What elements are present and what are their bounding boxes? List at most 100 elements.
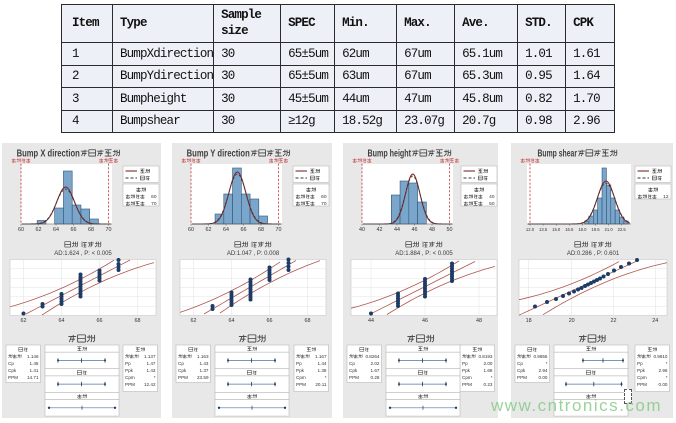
svg-text:48: 48 xyxy=(476,318,482,324)
svg-text:*: * xyxy=(325,375,327,380)
svg-text:68: 68 xyxy=(135,318,141,324)
svg-text:64: 64 xyxy=(53,227,59,233)
svg-text:PPM: PPM xyxy=(349,375,359,380)
svg-text:68: 68 xyxy=(88,227,94,233)
svg-text:0.28: 0.28 xyxy=(371,375,380,380)
svg-text:22: 22 xyxy=(611,318,617,324)
svg-text:15.0: 15.0 xyxy=(552,227,561,232)
svg-text:1.43: 1.43 xyxy=(147,368,156,373)
svg-text:0.00: 0.00 xyxy=(539,375,548,380)
svg-text:Ppk: Ppk xyxy=(125,368,134,373)
svg-text:2.02: 2.02 xyxy=(371,361,380,366)
svg-text:PPM: PPM xyxy=(462,382,472,387)
svg-text:Cpm: Cpm xyxy=(125,375,135,380)
svg-text:44: 44 xyxy=(394,227,400,233)
svg-text:62: 62 xyxy=(191,318,197,324)
svg-text:40: 40 xyxy=(359,227,365,233)
svg-text:42: 42 xyxy=(377,227,383,233)
svg-text:1.47: 1.47 xyxy=(147,361,156,366)
svg-text:68: 68 xyxy=(258,227,264,233)
svg-text:66: 66 xyxy=(97,318,103,324)
svg-text:48: 48 xyxy=(429,227,435,233)
svg-text:18.0: 18.0 xyxy=(578,227,587,232)
svg-text:1.37: 1.37 xyxy=(200,368,209,373)
svg-text:PPM: PPM xyxy=(517,375,527,380)
svg-text:64: 64 xyxy=(59,318,65,324)
svg-text:1.44: 1.44 xyxy=(318,361,327,366)
svg-text:23.59: 23.59 xyxy=(197,375,209,380)
svg-text:*: * xyxy=(666,375,668,380)
svg-text:0.9855: 0.9855 xyxy=(533,354,547,359)
svg-text:62: 62 xyxy=(36,227,42,233)
svg-text:21.0: 21.0 xyxy=(605,227,614,232)
svg-text:0.23: 0.23 xyxy=(484,382,493,387)
svg-text:1.167: 1.167 xyxy=(315,354,327,359)
svg-text:0.00: 0.00 xyxy=(659,382,668,387)
svg-text:12.0: 12.0 xyxy=(526,227,535,232)
svg-text:60: 60 xyxy=(321,194,327,200)
svg-text:2.96: 2.96 xyxy=(659,368,668,373)
svg-text:60: 60 xyxy=(151,194,157,200)
svg-text:44: 44 xyxy=(368,318,374,324)
svg-text:40: 40 xyxy=(489,194,495,200)
svg-text:66: 66 xyxy=(71,227,77,233)
svg-text:19.5: 19.5 xyxy=(591,227,600,232)
svg-text:46: 46 xyxy=(412,227,418,233)
svg-text:22.5: 22.5 xyxy=(618,227,627,232)
svg-text:50: 50 xyxy=(489,201,495,207)
svg-text:64: 64 xyxy=(223,227,229,233)
svg-text:1.41: 1.41 xyxy=(30,368,39,373)
svg-text:70: 70 xyxy=(106,227,112,233)
svg-text:Cpk: Cpk xyxy=(178,368,187,373)
svg-text:0.8193: 0.8193 xyxy=(478,354,492,359)
svg-text:*: * xyxy=(491,375,493,380)
svg-text:Ppk: Ppk xyxy=(637,368,646,373)
svg-text:20: 20 xyxy=(569,318,575,324)
svg-text:62: 62 xyxy=(21,318,27,324)
svg-text:AD:1.884 , P: < 0.005: AD:1.884 , P: < 0.005 xyxy=(395,251,453,257)
svg-text:Cpm: Cpm xyxy=(637,375,647,380)
svg-text:24: 24 xyxy=(652,318,658,324)
svg-text:62: 62 xyxy=(206,227,212,233)
svg-text:60: 60 xyxy=(18,227,24,233)
svg-text:14.71: 14.71 xyxy=(27,375,39,380)
svg-text:PPM: PPM xyxy=(178,375,188,380)
svg-text:2.94: 2.94 xyxy=(539,368,548,373)
svg-text:AD:1.047 , P: 0.008: AD:1.047 , P: 0.008 xyxy=(227,251,280,257)
svg-text:Cpk: Cpk xyxy=(8,368,17,373)
svg-text:64: 64 xyxy=(229,318,235,324)
svg-text:68: 68 xyxy=(305,318,311,324)
svg-text:1.137: 1.137 xyxy=(144,354,156,359)
svg-text:Cpm: Cpm xyxy=(462,375,472,380)
svg-text:Cpk: Cpk xyxy=(517,368,526,373)
svg-text:1.67: 1.67 xyxy=(371,368,380,373)
svg-text:Bump X direction: Bump X direction xyxy=(17,148,80,159)
svg-text:Pp: Pp xyxy=(125,361,131,366)
svg-text:*: * xyxy=(546,361,548,366)
svg-text:1.38: 1.38 xyxy=(318,368,327,373)
svg-text:18: 18 xyxy=(526,318,532,324)
svg-text:Cp: Cp xyxy=(349,361,355,366)
svg-text:0.9810: 0.9810 xyxy=(653,354,667,359)
svg-text:Pp: Pp xyxy=(462,361,468,366)
svg-text:PPM: PPM xyxy=(125,382,135,387)
svg-text:20.11: 20.11 xyxy=(315,382,327,387)
svg-text:1.68: 1.68 xyxy=(484,368,493,373)
svg-text:1.45: 1.45 xyxy=(30,361,39,366)
svg-text:Cp: Cp xyxy=(178,361,184,366)
svg-text:Bump Y direction: Bump Y direction xyxy=(187,148,250,159)
svg-text:1.43: 1.43 xyxy=(200,361,209,366)
svg-text:Bump height: Bump height xyxy=(368,148,412,159)
svg-text:66: 66 xyxy=(241,227,247,233)
svg-text:Bump shear: Bump shear xyxy=(538,148,578,159)
svg-text:AD:0.286 , P: 0.601: AD:0.286 , P: 0.601 xyxy=(567,251,620,257)
svg-text:PPM: PPM xyxy=(8,375,18,380)
svg-text:Pp: Pp xyxy=(296,361,302,366)
svg-text:60: 60 xyxy=(188,227,194,233)
svg-text:12.42: 12.42 xyxy=(144,382,156,387)
svg-text:66: 66 xyxy=(267,318,273,324)
svg-text:Ppk: Ppk xyxy=(462,368,471,373)
svg-text:Cp: Cp xyxy=(8,361,14,366)
svg-text:2.00: 2.00 xyxy=(484,361,493,366)
svg-text:12: 12 xyxy=(663,194,669,200)
